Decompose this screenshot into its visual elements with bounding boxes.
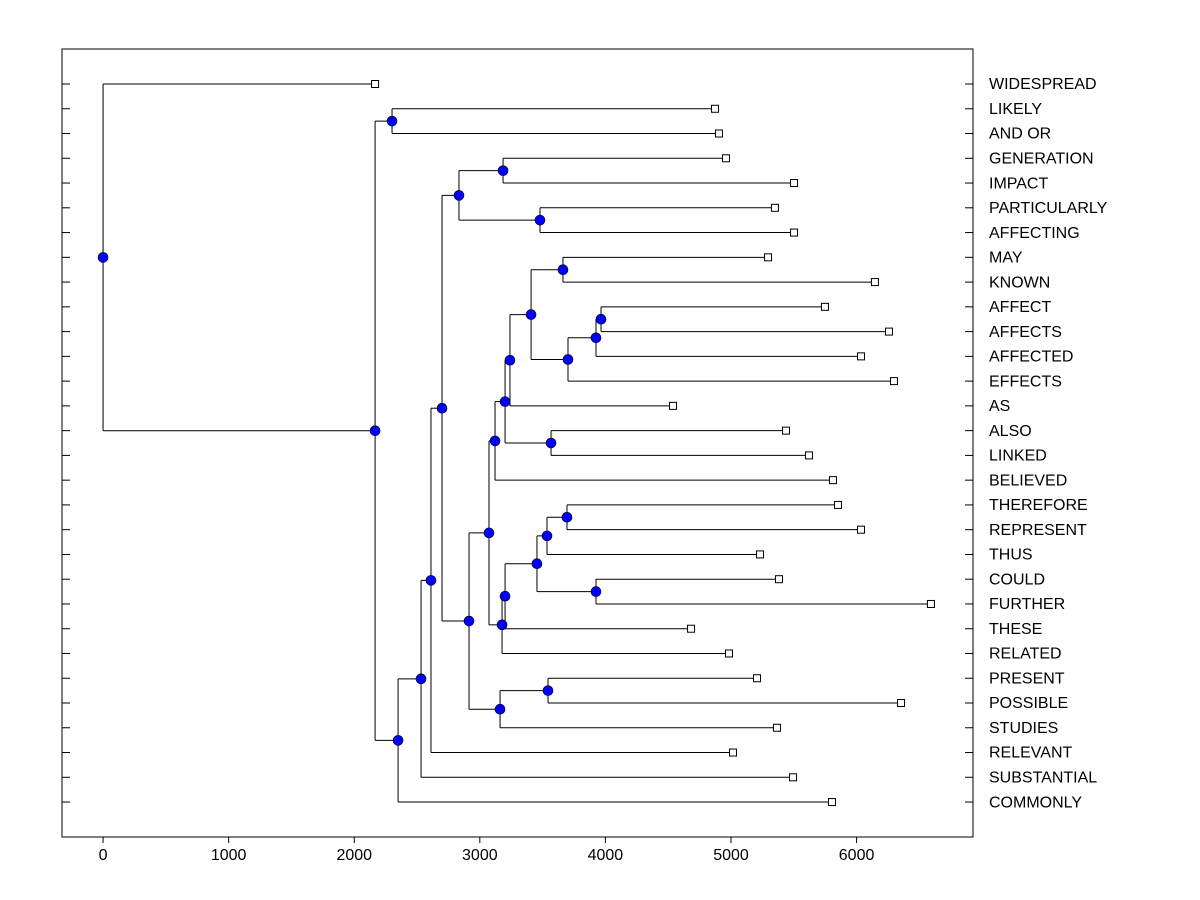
leaf-marker [856,352,865,361]
leaf-marker [729,748,738,757]
leaf-label: MAY [989,250,1023,267]
node-marker [496,619,508,631]
node-marker [534,214,546,226]
x-tick-label: 5000 [713,847,749,864]
node-marker [392,735,404,746]
leaf-label: WIDESPREAD [989,76,1097,93]
node-marker [386,115,398,127]
leaf-marker [782,426,791,435]
leaf-label: PRESENT [989,670,1065,687]
leaf-marker [721,154,730,163]
node-marker [595,313,607,325]
node-marker [542,685,554,696]
leaf-marker [371,80,380,88]
leaf-label: THEREFORE [989,497,1088,514]
x-tick-label: 0 [99,847,108,864]
leaf-label: PARTICULARLY [989,200,1108,217]
leaf-label: SUBSTANTIAL [989,769,1097,786]
leaf-label: IMPACT [989,175,1048,192]
node-marker [489,435,501,447]
node-marker [425,575,437,586]
x-tick-label: 1000 [211,847,247,864]
x-tick-label: 6000 [839,847,875,864]
leaf-marker [774,575,783,584]
node-marker [541,530,553,542]
leaf-marker [884,327,893,336]
leaf-label: LIKELY [989,101,1042,118]
leaf-label: FURTHER [989,596,1065,613]
leaf-marker [870,278,879,287]
leaf-marker [926,599,935,608]
leaf-label: RELATED [989,646,1062,663]
node-marker [504,354,516,366]
leaf-marker [711,104,720,113]
node-marker [436,402,448,414]
leaf-label: AFFECTS [989,324,1062,341]
leaf-marker [789,773,798,782]
leaf-label: STUDIES [989,720,1058,737]
x-tick-label: 4000 [588,847,624,864]
leaf-label: THESE [989,621,1042,638]
x-tick-label: 2000 [336,847,372,864]
leaf-marker [827,798,836,807]
leaf-label: ALSO [989,423,1032,440]
node-marker [483,527,495,539]
leaf-label: RELEVANT [989,745,1073,762]
leaf-marker [668,401,677,410]
leaf-marker [764,253,773,262]
leaf-marker [833,500,842,509]
node-marker [499,396,511,407]
leaf-label: KNOWN [989,274,1050,291]
node-marker [494,703,506,715]
leaf-marker [820,302,829,311]
leaf-marker [856,525,865,534]
leaf-marker [890,377,899,386]
leaf-marker [772,723,781,732]
leaf-label: EFFECTS [989,373,1062,390]
node-marker [557,264,569,276]
leaf-label: GENERATION [989,150,1094,167]
leaf-label: LINKED [989,448,1047,465]
plot-frame [61,48,974,838]
leaf-marker [687,624,696,633]
node-marker [545,437,557,449]
x-tick-label: 3000 [462,847,498,864]
node-marker [415,673,427,685]
leaf-marker [790,228,799,237]
leaf-marker [714,129,723,138]
leaf-label: AFFECTING [989,225,1080,242]
node-marker [562,354,574,365]
node-marker [497,165,509,176]
leaf-marker [790,179,799,188]
leaf-label: AFFECT [989,299,1051,316]
node-marker [590,586,602,597]
node-marker [369,425,381,437]
leaf-marker [828,476,837,485]
leaf-label: POSSIBLE [989,695,1068,712]
node-marker [561,511,573,523]
node-marker [499,590,511,602]
leaf-label: AFFECTED [989,349,1073,366]
node-marker [525,309,537,320]
leaf-label: AS [989,398,1010,415]
leaf-label: THUS [989,547,1033,564]
node-marker [463,615,475,627]
node-marker [590,332,602,344]
leaf-marker [752,674,761,683]
leaf-marker [770,203,779,212]
leaf-label: COMMONLY [989,794,1082,811]
leaf-label: REPRESENT [989,522,1087,539]
leaf-marker [897,699,906,707]
leaf-label: AND OR [989,126,1051,143]
leaf-label: COULD [989,571,1045,588]
node-marker [453,190,465,201]
node-marker [97,252,109,263]
leaf-marker [724,649,733,658]
leaf-marker [804,451,813,460]
leaf-marker [756,550,765,559]
leaf-label: BELIEVED [989,472,1067,489]
node-marker [531,558,543,570]
